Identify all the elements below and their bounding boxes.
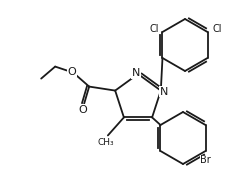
Text: N: N [160,87,168,97]
Text: N: N [132,68,140,78]
Text: CH₃: CH₃ [98,138,114,147]
Text: Br: Br [200,155,211,165]
Text: O: O [79,105,87,115]
Text: Cl: Cl [213,24,222,34]
Text: Cl: Cl [150,24,159,34]
Text: O: O [68,67,77,77]
